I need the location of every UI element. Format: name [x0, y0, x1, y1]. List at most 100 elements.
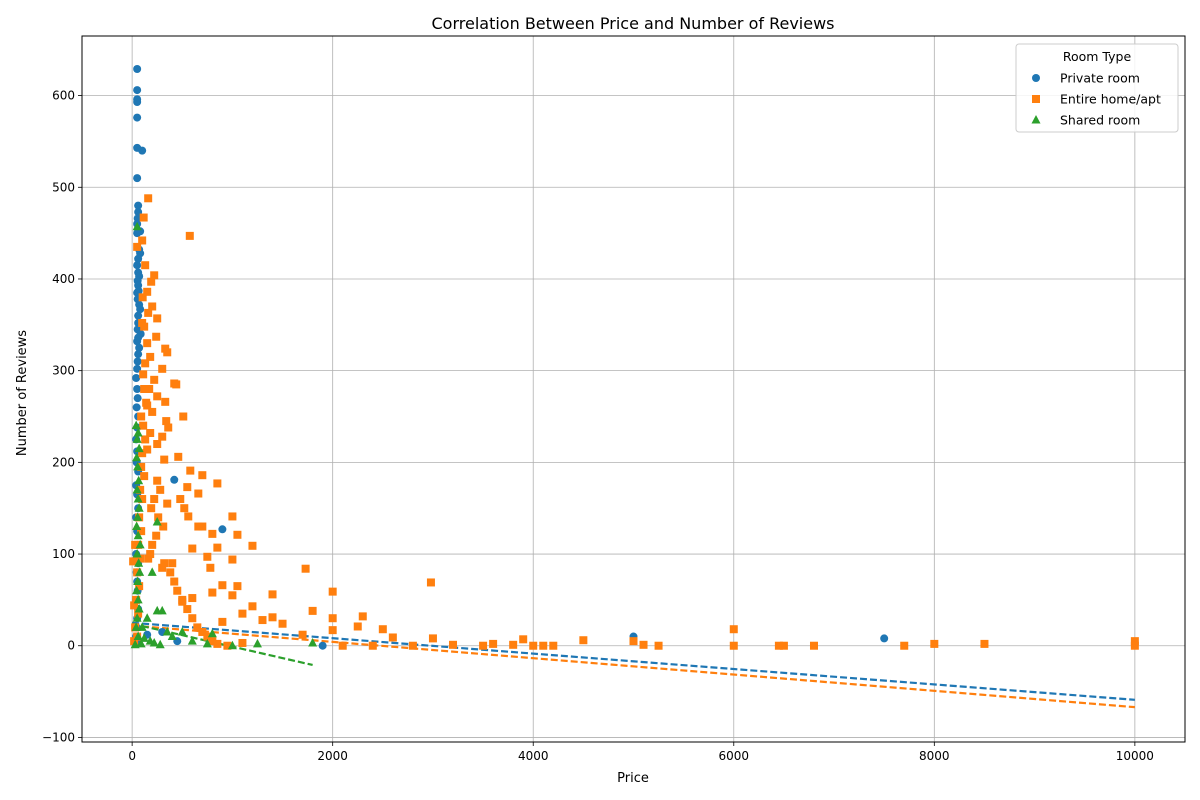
entire-home-apt-point [184, 512, 193, 521]
entire-home-apt-point [223, 641, 232, 650]
entire-home-apt-point [208, 588, 217, 597]
shared-room-point [133, 428, 143, 437]
shared-room-point [252, 638, 262, 648]
entire-home-apt-trend-line [132, 624, 1135, 709]
entire-home-apt-point [193, 623, 202, 632]
shared-room-point [135, 539, 145, 549]
entire-home-apt-point [150, 271, 159, 280]
legend-shared-room-marker [1031, 115, 1041, 124]
entire-home-apt-point [158, 432, 167, 441]
shared-room-point [187, 636, 197, 645]
entire-home-apt-point [138, 495, 147, 504]
private-room-point [132, 373, 141, 382]
shared-room-point [132, 484, 142, 494]
shared-room-point [162, 626, 172, 636]
entire-home-apt-point [150, 375, 159, 384]
entire-home-apt-point [489, 639, 498, 648]
data-points [129, 65, 1139, 650]
x-tick-label: 2000 [317, 749, 348, 763]
shared-room-point [152, 605, 162, 615]
entire-home-apt-point [198, 627, 207, 636]
entire-home-apt-point [238, 609, 247, 618]
entire-home-apt-point [338, 641, 347, 650]
entire-home-apt-point [141, 435, 150, 444]
shared-room-point [134, 503, 144, 512]
entire-home-apt-point [980, 639, 989, 648]
entire-home-apt-point [188, 544, 197, 553]
legend-box [1015, 43, 1179, 133]
entire-home-apt-point [136, 554, 145, 563]
entire-home-apt-point [161, 397, 170, 406]
legend-private-room-label: Private room [1060, 71, 1140, 86]
private-room-point [134, 201, 143, 210]
entire-home-apt-point [900, 641, 909, 650]
x-tick-label: 6000 [718, 749, 749, 763]
entire-home-apt-point [208, 637, 217, 646]
private-room-point [134, 350, 143, 359]
entire-home-apt-point [248, 602, 257, 611]
entire-home-apt-point [140, 385, 149, 393]
entire-home-apt-point [233, 530, 242, 539]
shared-room-point [133, 530, 143, 540]
entire-home-apt-point [172, 380, 181, 389]
entire-home-apt-point [218, 581, 227, 590]
entire-home-apt-point [218, 617, 227, 626]
entire-home-apt-point [328, 614, 337, 623]
entire-home-apt-point [268, 613, 277, 622]
x-tick-label: 4000 [518, 749, 549, 763]
entire-home-apt-point [141, 261, 150, 270]
private-room-point [136, 305, 145, 314]
x-tick-label: 8000 [919, 749, 950, 763]
entire-home-apt-point [166, 568, 175, 577]
entire-home-apt-point [328, 626, 337, 635]
entire-home-apt-point [194, 489, 203, 498]
entire-home-apt-point [141, 359, 150, 368]
entire-home-apt-point [358, 612, 367, 621]
entire-home-apt-point [144, 308, 153, 317]
entire-home-apt-point [213, 639, 222, 648]
entire-home-apt-point [203, 552, 212, 561]
entire-home-apt-point [143, 445, 152, 454]
entire-home-apt-point [148, 407, 157, 416]
entire-home-apt-point [152, 531, 161, 540]
y-tick-label: 200 [52, 455, 75, 469]
shared-room-point [137, 622, 147, 631]
y-tick-label: 600 [52, 89, 75, 103]
entire-home-apt-point [428, 634, 437, 643]
entire-home-apt-point [140, 322, 149, 331]
entire-home-apt-point [179, 412, 188, 421]
entire-home-apt-point [178, 595, 187, 604]
y-tick-label: −100 [42, 730, 75, 744]
entire-home-apt-point [152, 332, 161, 341]
shared-room-point [227, 640, 237, 650]
chart-title: Correlation Between Price and Number of … [432, 14, 835, 33]
shared-room-point [135, 567, 145, 576]
entire-home-apt-point [729, 641, 738, 650]
entire-home-apt-point [629, 637, 638, 646]
private-room-point [318, 641, 327, 650]
entire-home-apt-point [143, 287, 152, 296]
entire-home-apt-point [139, 213, 148, 222]
private-room-point [218, 525, 227, 534]
entire-home-apt-point [509, 640, 518, 649]
entire-home-apt-point [729, 625, 738, 634]
shared-room-point [133, 576, 143, 586]
shared-room-point [132, 585, 142, 595]
entire-home-apt-point [147, 504, 156, 513]
shared-room-point [152, 516, 162, 526]
shared-room-point [132, 452, 142, 462]
entire-home-apt-point [173, 586, 182, 595]
entire-home-apt-point [301, 564, 310, 573]
entire-home-apt-point [479, 641, 488, 650]
entire-home-apt-point [140, 472, 149, 481]
entire-home-apt-point [137, 462, 146, 471]
entire-home-apt-point [137, 527, 146, 536]
legend-title: Room Type [1063, 49, 1132, 64]
private-room-point [133, 394, 142, 403]
entire-home-apt-point [198, 522, 207, 531]
entire-home-apt-point [131, 540, 140, 549]
entire-home-apt-point [144, 194, 153, 203]
entire-home-apt-point [203, 632, 212, 641]
entire-home-apt-point [194, 522, 203, 531]
